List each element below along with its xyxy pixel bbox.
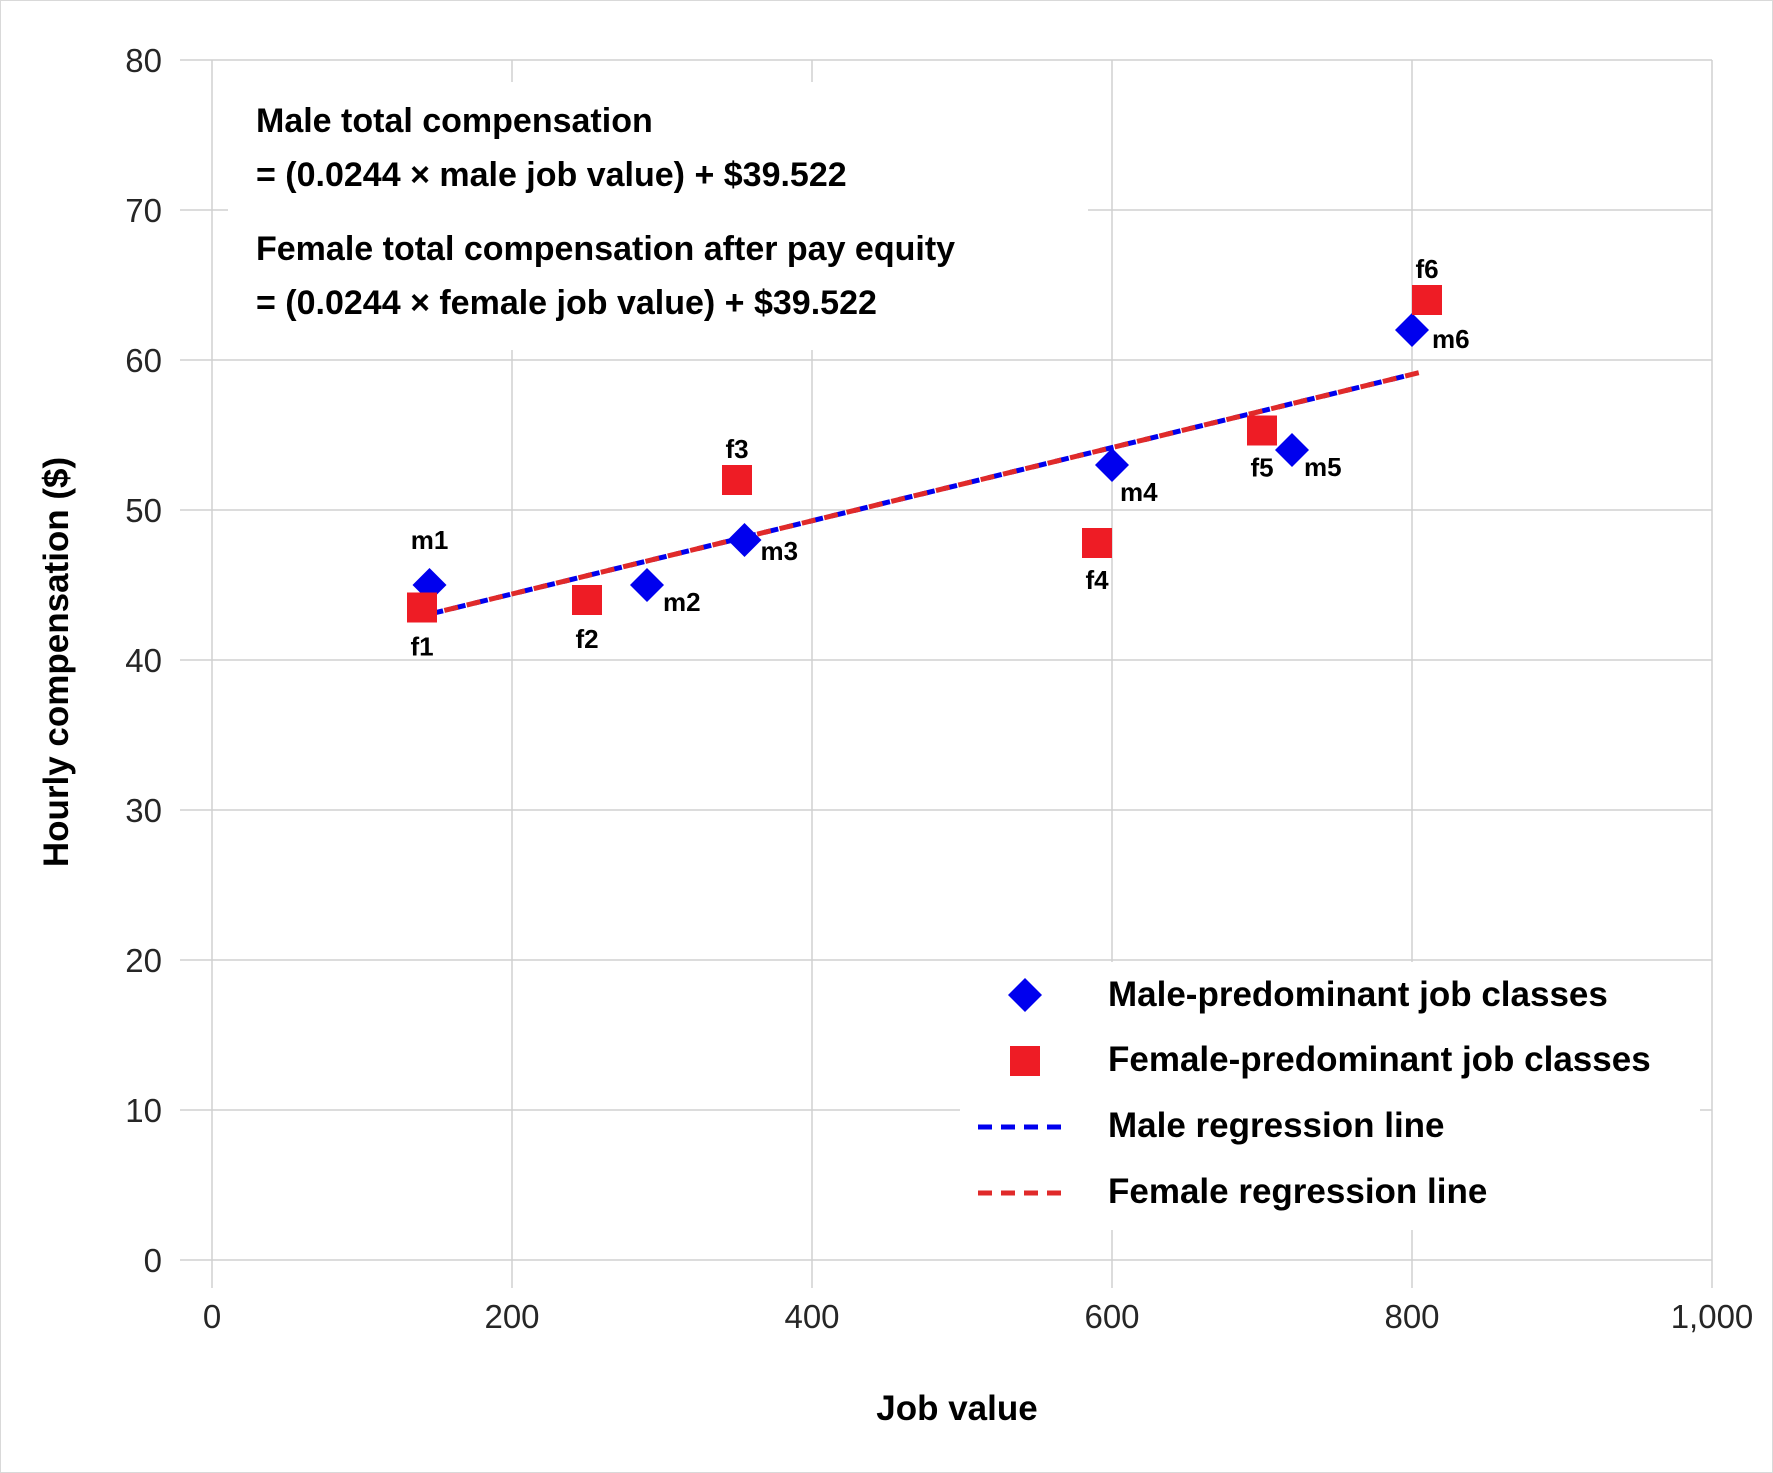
y-tick-label: 80 <box>125 42 162 79</box>
x-tick-label: 200 <box>484 1298 539 1335</box>
female-point-f3 <box>722 465 752 495</box>
y-tick-label: 20 <box>125 942 162 979</box>
x-tick-label: 800 <box>1384 1298 1439 1335</box>
male-point-m6 <box>1395 313 1429 347</box>
y-tick-label: 50 <box>125 492 162 529</box>
legend-label-female-points: Female-predominant job classes <box>1108 1040 1651 1079</box>
annotation-female-formula: = (0.0244 × female job value) + $39.522 <box>256 284 877 322</box>
female-point-f5 <box>1247 415 1277 446</box>
legend-symbol-male-points <box>1008 978 1042 1012</box>
x-tick-label: 0 <box>203 1298 221 1335</box>
x-tick-label: 600 <box>1084 1298 1139 1335</box>
legend-symbol-female-points <box>1010 1046 1040 1076</box>
female-regression-line <box>421 368 1428 619</box>
legend-symbols <box>978 978 1068 1196</box>
point-label-f6: f6 <box>1415 254 1438 284</box>
legend-label-male-line: Male regression line <box>1108 1106 1445 1145</box>
point-label-m3: m3 <box>761 536 799 566</box>
annotation-male-formula: = (0.0244 × male job value) + $39.522 <box>256 156 847 194</box>
point-label-f4: f4 <box>1085 565 1109 595</box>
annotation-female-title: Female total compensation after pay equi… <box>256 230 955 268</box>
x-tick-label: 1,000 <box>1671 1298 1754 1335</box>
point-labels: m1 m2 m3 m4 m5 m6 f1 f2 f3 f4 f5 f6 <box>410 254 1469 662</box>
annotation-male-title: Male total compensation <box>256 102 653 140</box>
point-label-f2: f2 <box>575 624 598 654</box>
y-tick-label: 60 <box>125 342 162 379</box>
x-tick-label: 400 <box>784 1298 839 1335</box>
point-label-m5: m5 <box>1304 452 1342 482</box>
point-label-f1: f1 <box>410 632 433 662</box>
annotation-background <box>228 82 1088 350</box>
legend-label-female-line: Female regression line <box>1108 1172 1487 1211</box>
y-tick-label: 30 <box>125 792 162 829</box>
female-point-f1 <box>407 592 437 623</box>
y-tick-label: 70 <box>125 192 162 229</box>
female-point-f2 <box>572 585 602 615</box>
regression-lines <box>421 368 1428 619</box>
male-point-m2 <box>630 568 664 602</box>
y-tick-label: 0 <box>144 1242 162 1279</box>
legend-background <box>960 962 1700 1230</box>
point-label-m2: m2 <box>663 587 701 617</box>
y-tick-label: 10 <box>125 1092 162 1129</box>
female-point-f4 <box>1082 528 1112 558</box>
male-point-m4 <box>1095 448 1129 482</box>
y-axis-title: Hourly compensation ($) <box>37 457 76 867</box>
data-points <box>407 285 1442 623</box>
point-label-m6: m6 <box>1432 324 1470 354</box>
y-tick-label: 40 <box>125 642 162 679</box>
male-point-m3 <box>727 523 762 557</box>
female-point-f6 <box>1412 285 1442 315</box>
male-regression-line <box>428 371 1413 617</box>
legend: Male-predominant job classes Female-pred… <box>960 962 1700 1230</box>
point-label-f5: f5 <box>1250 453 1273 483</box>
male-point-m5 <box>1275 433 1309 467</box>
annotation-block: Male total compensation = (0.0244 × male… <box>228 82 1088 350</box>
x-axis-title: Job value <box>876 1389 1037 1428</box>
legend-label-male-points: Male-predominant job classes <box>1108 975 1608 1014</box>
point-label-m4: m4 <box>1120 477 1158 507</box>
point-label-f3: f3 <box>725 434 748 464</box>
point-label-m1: m1 <box>411 525 449 555</box>
